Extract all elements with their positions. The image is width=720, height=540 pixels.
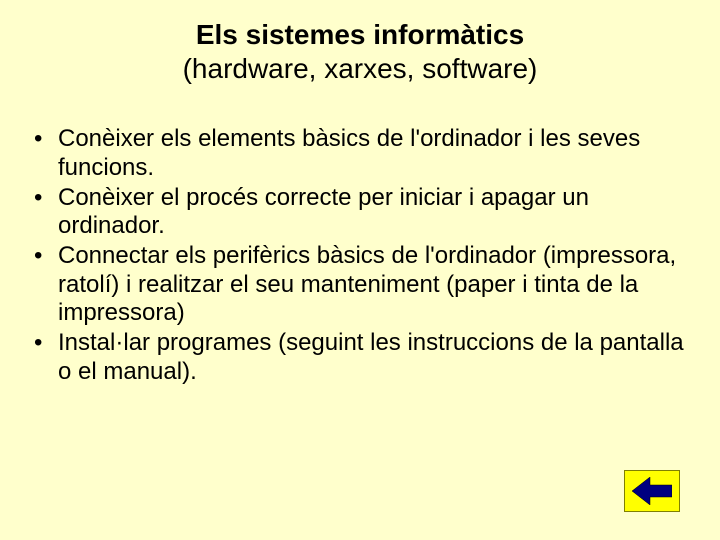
slide-title-block: Els sistemes informàtics (hardware, xarx… [0, 0, 720, 85]
list-item: Conèixer el procés correcte per iniciar … [30, 184, 690, 241]
bullet-text: Conèixer els elements bàsics de l'ordina… [58, 125, 640, 180]
slide-title-bold: Els sistemes informàtics [0, 18, 720, 52]
arrow-left-icon [632, 477, 672, 505]
bullet-text: Conèixer el procés correcte per iniciar … [58, 184, 589, 239]
slide-title-sub: (hardware, xarxes, software) [0, 52, 720, 86]
bullet-list: Conèixer els elements bàsics de l'ordina… [30, 125, 690, 386]
list-item: Conèixer els elements bàsics de l'ordina… [30, 125, 690, 182]
list-item: Connectar els perifèrics bàsics de l'ord… [30, 242, 690, 327]
bullet-text: Connectar els perifèrics bàsics de l'ord… [58, 242, 676, 326]
list-item: Instal·lar programes (seguint les instru… [30, 329, 690, 386]
slide: Els sistemes informàtics (hardware, xarx… [0, 0, 720, 540]
back-button[interactable] [624, 470, 680, 512]
bullet-text: Instal·lar programes (seguint les instru… [58, 329, 684, 384]
